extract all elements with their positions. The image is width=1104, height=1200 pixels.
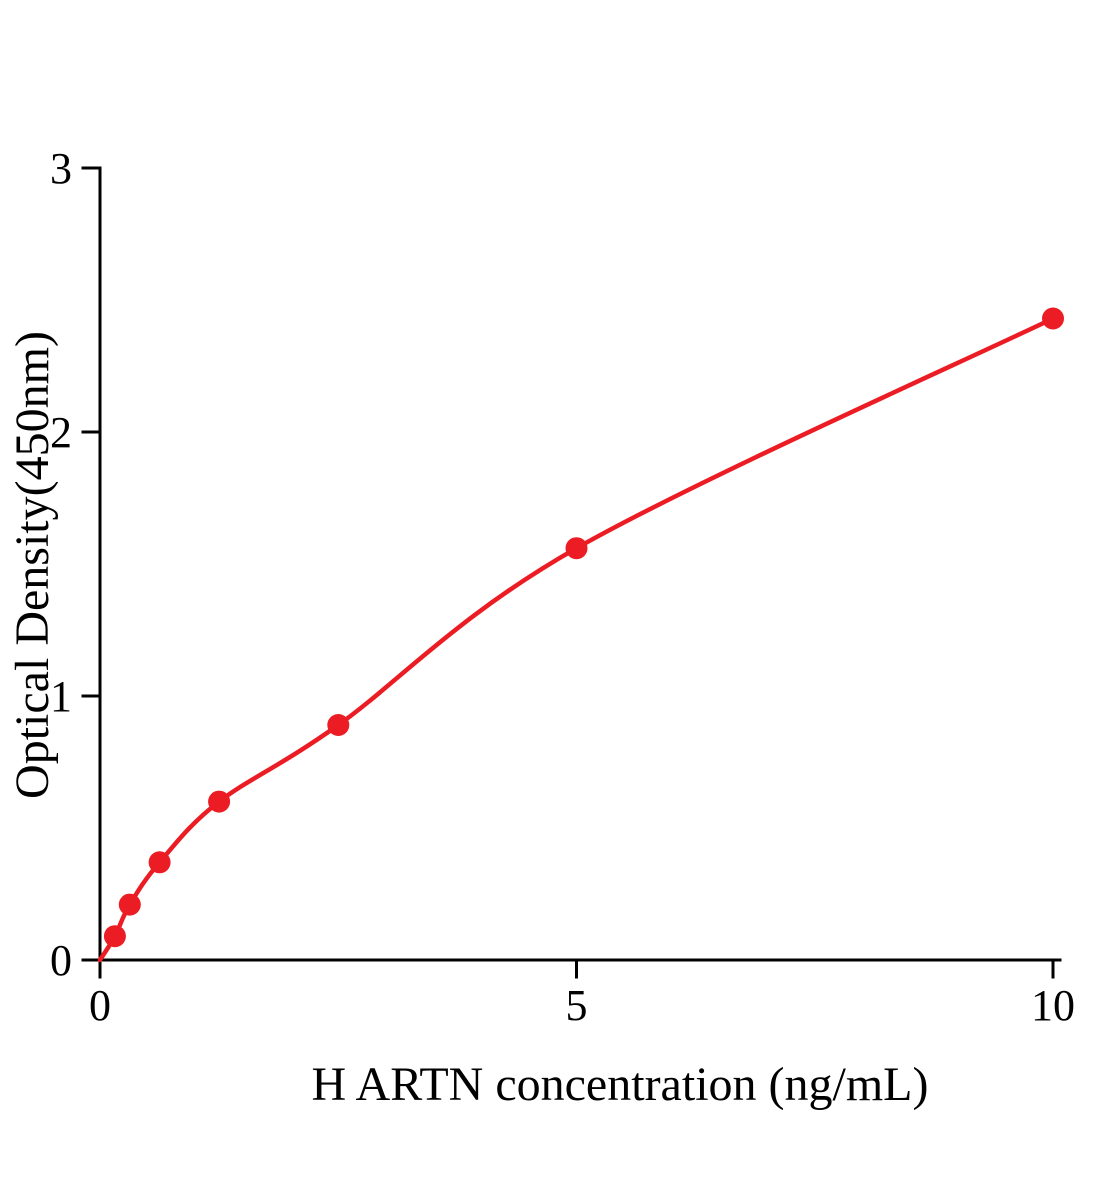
fit-curve — [97, 316, 1056, 963]
plot-axes — [98, 166, 1062, 962]
data-points-group — [103, 307, 1064, 948]
x-tick-label: 10 — [1031, 981, 1075, 1030]
x-tick-label: 5 — [566, 981, 588, 1030]
y-tick-label: 2 — [50, 408, 72, 457]
x-axis-label: H ARTN concentration (ng/mL) — [312, 1058, 929, 1111]
x-tick-label: 0 — [89, 981, 111, 1030]
y-axis-label: Optical Density(450nm) — [6, 331, 59, 799]
axis-ticks: 0 5 10 0 1 2 3 — [50, 144, 1075, 1030]
data-point — [1042, 307, 1064, 330]
y-tick-label: 1 — [50, 672, 72, 721]
y-tick-label: 0 — [50, 936, 72, 985]
data-point — [327, 714, 350, 736]
data-point — [565, 537, 588, 560]
data-point — [118, 893, 141, 916]
data-point — [148, 851, 171, 874]
data-point — [208, 790, 231, 813]
y-tick-label: 3 — [50, 144, 72, 193]
data-point — [103, 925, 126, 948]
fit-curve-group — [97, 316, 1056, 963]
